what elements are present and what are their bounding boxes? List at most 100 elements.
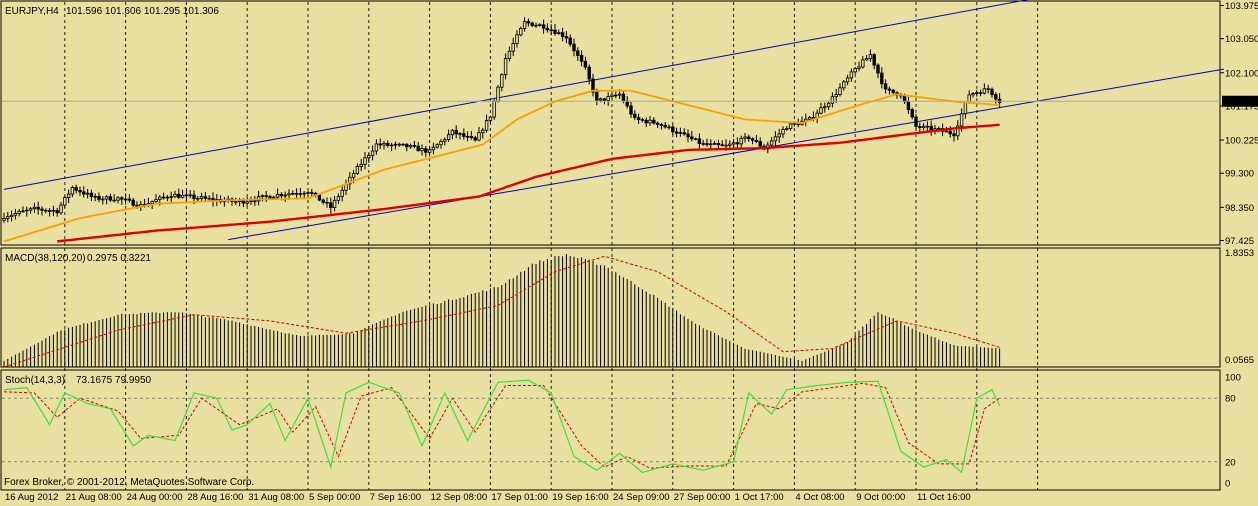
time-tick-label: 7 Sep 16:00 — [370, 492, 421, 503]
candle-body — [108, 196, 113, 201]
candle-body — [503, 58, 508, 76]
candle-body — [408, 145, 413, 148]
candle-body — [834, 94, 838, 98]
price-panel-frame — [0, 0, 1221, 246]
candle-body — [131, 199, 135, 206]
candle-body — [412, 145, 417, 147]
candle-body — [6, 216, 10, 219]
candle-body — [245, 201, 249, 204]
candle-body — [184, 194, 189, 197]
candle-body — [363, 157, 367, 165]
candle-body — [845, 77, 850, 83]
candle-body — [275, 193, 280, 198]
candle-body — [743, 136, 747, 139]
candle-body — [583, 60, 588, 68]
candle-body — [956, 125, 960, 137]
macd-panel[interactable]: 1.8353 0.0565 MACD(38,120,20) 0.2975 0.32… — [0, 247, 1254, 368]
candle-body — [952, 133, 956, 137]
stochastic-tick-label: 100 — [1225, 373, 1241, 384]
stochastic-axis: 100 80 20 0 — [1225, 373, 1241, 490]
candle-body — [522, 21, 527, 29]
candle-body — [682, 132, 686, 135]
time-tick-label: 17 Sep 01:00 — [491, 492, 548, 503]
candle-body — [849, 71, 854, 79]
candle-body — [690, 136, 694, 140]
candle-body — [511, 43, 515, 52]
candle-body — [971, 93, 975, 96]
candle-body — [264, 195, 268, 197]
candle-body — [158, 196, 162, 200]
candle-body — [420, 148, 424, 152]
candle-body — [861, 59, 865, 68]
macd-panel-frame — [0, 247, 1221, 368]
candle-body — [652, 119, 656, 124]
candle-body — [21, 210, 25, 213]
candle-body — [777, 133, 781, 138]
candle-body — [921, 125, 926, 128]
candle-body — [929, 125, 933, 131]
candle-body — [348, 176, 352, 185]
current-price-label: 101.306 — [1225, 97, 1258, 108]
candle-body — [990, 88, 994, 95]
candle-body — [986, 88, 990, 90]
candle-body — [579, 55, 584, 62]
candle-body — [591, 78, 595, 93]
candle-body — [576, 50, 580, 56]
candle-body — [538, 24, 542, 26]
candle-body — [545, 27, 550, 31]
candle-body — [994, 94, 998, 100]
stochastic-panel[interactable]: 100 80 20 0 Stoch(14,3,3) 73.1675 79.9950 F… — [0, 369, 1241, 491]
slow-moving-average-line — [57, 123, 1000, 243]
stochastic-tick-label: 0 — [1225, 479, 1230, 490]
candle-body — [678, 132, 683, 134]
candle-body — [120, 197, 124, 200]
candle-body — [336, 196, 341, 201]
candle-body — [891, 89, 895, 94]
candle-body — [880, 72, 884, 85]
price-tick-label: 101.175 — [1225, 101, 1258, 112]
candle-body — [127, 198, 132, 201]
candle-body — [534, 24, 538, 27]
candle-body — [614, 94, 618, 97]
candle-body — [203, 196, 208, 199]
candle-body — [659, 124, 664, 126]
candle-body — [207, 197, 211, 200]
candle-body — [260, 195, 265, 197]
candle-body — [44, 209, 48, 212]
candle-body — [268, 196, 272, 199]
candle-body — [644, 119, 648, 124]
time-tick-label: 19 Sep 16:00 — [552, 492, 609, 503]
candle-body — [667, 126, 671, 129]
candle-body — [959, 113, 964, 127]
candle-body — [313, 192, 318, 195]
candle-body — [906, 101, 911, 110]
candle-body — [747, 136, 751, 140]
copyright-text: Forex Broker, © 2001-2012, MetaQuotes So… — [4, 477, 254, 488]
candle-body — [367, 154, 371, 159]
candle-body — [241, 200, 246, 204]
channel-line — [228, 68, 1224, 241]
candle-body — [28, 208, 33, 211]
candle-body — [492, 100, 496, 118]
candle-body — [519, 28, 523, 36]
candle-body — [154, 199, 158, 202]
price-tick-label: 103.050 — [1225, 34, 1258, 45]
candle-body — [572, 43, 576, 52]
macd-tick-label: 0.0565 — [1225, 355, 1254, 366]
candle-body — [716, 143, 721, 146]
candle-body — [446, 134, 451, 141]
candle-body — [386, 142, 390, 146]
price-panel[interactable]: 103.975 103.050 102.100 101.175 100.225 99.30… — [0, 0, 1258, 247]
candle-body — [70, 187, 75, 195]
candle-body — [177, 193, 181, 198]
candle-body — [557, 32, 561, 35]
candle-body — [496, 86, 500, 102]
candle-body — [564, 36, 569, 39]
stochastic-panel-frame — [0, 369, 1221, 491]
time-tick-label: 24 Sep 09:00 — [613, 492, 670, 503]
candle-body — [481, 129, 485, 134]
channel-line — [3, 0, 1029, 190]
candle-body — [116, 197, 120, 201]
